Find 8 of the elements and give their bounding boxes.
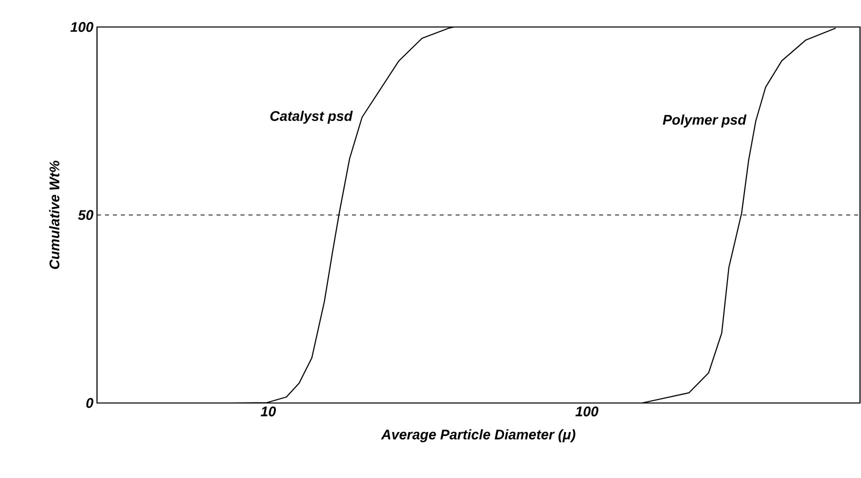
series-label: Catalyst psd xyxy=(270,110,353,124)
y-tick-label: 50 xyxy=(78,210,94,220)
x-axis-title: Average Particle Diameter (μ) xyxy=(380,429,576,442)
y-tick-label: 100 xyxy=(70,22,94,32)
series-label: Polymer psd xyxy=(662,114,747,128)
y-axis-title: Cumulative Wt% xyxy=(49,160,60,269)
x-tick-label: 10 xyxy=(260,406,276,416)
y-tick-label: 0 xyxy=(86,398,94,408)
